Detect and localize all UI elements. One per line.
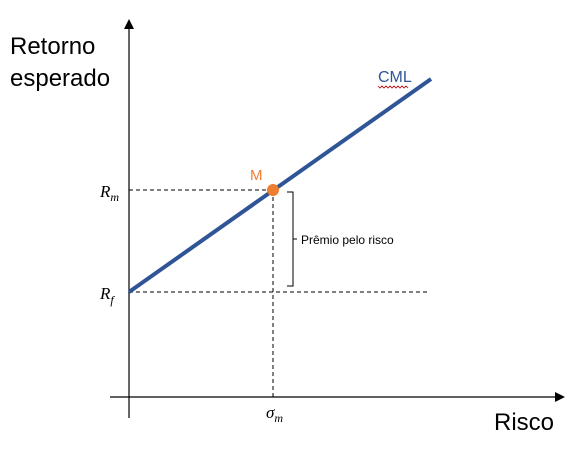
- y-axis-title-line2: esperado: [10, 65, 110, 92]
- rf-label: Rf: [99, 284, 115, 307]
- y-axis-title-line1: Retorno: [10, 33, 95, 60]
- sigma-label: σm: [266, 403, 283, 425]
- risk-premium-label: Prêmio pelo risco: [301, 233, 394, 247]
- rm-label: Rm: [99, 182, 119, 204]
- market-portfolio-label: M: [250, 167, 263, 184]
- cml-spellcheck-squiggle: [377, 85, 409, 89]
- cml-label: CML: [378, 69, 412, 86]
- market-portfolio-point: [267, 184, 279, 196]
- x-axis-title: Risco: [494, 409, 554, 436]
- risk-premium-bracket: [287, 191, 297, 287]
- cml-line: [127, 77, 433, 294]
